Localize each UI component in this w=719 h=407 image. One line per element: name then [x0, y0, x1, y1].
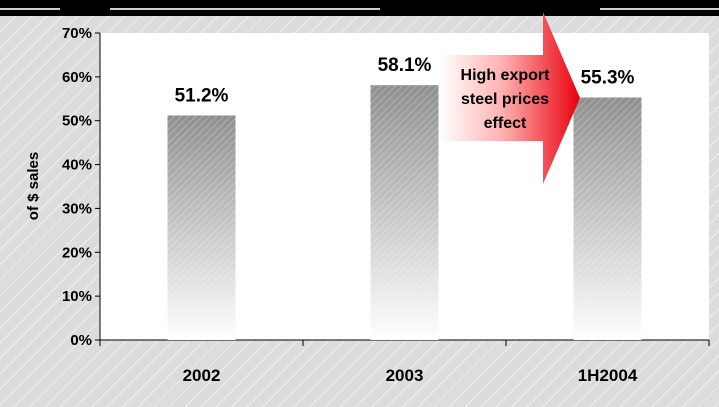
bar-texture: [167, 115, 236, 340]
y-tick-label: 30%: [62, 200, 92, 217]
x-category-label: 2003: [386, 366, 424, 385]
bars: 51.2% 2002 58.1% 2003 55.3% 1H2004: [167, 55, 642, 385]
annotation-line-2: steel prices: [461, 91, 549, 108]
y-tick-label: 50%: [62, 113, 92, 130]
y-tick-label: 0%: [70, 332, 92, 349]
bar-value-label: 55.3%: [581, 67, 635, 88]
annotation-line-3: effect: [484, 115, 527, 132]
bar-value-label: 51.2%: [175, 85, 229, 106]
y-tick-label: 60%: [62, 69, 92, 86]
annotation-line-1: High export: [461, 67, 551, 84]
annotation-arrow: High export steel prices effect: [440, 12, 580, 184]
x-category-label: 2002: [183, 366, 221, 385]
y-tick-label: 70%: [62, 25, 92, 42]
y-tick-label: 20%: [62, 244, 92, 261]
red-arrow-shape: [440, 12, 580, 184]
bar-value-label: 58.1%: [378, 55, 432, 76]
bar-texture: [370, 85, 439, 340]
x-category-label: 1H2004: [578, 366, 638, 385]
y-tick-label: 40%: [62, 157, 92, 174]
top-bar: [0, 0, 719, 16]
y-tick-label: 10%: [62, 288, 92, 305]
bar-texture: [573, 97, 642, 340]
y-axis-label: of $ sales: [25, 152, 42, 220]
axes: 0% 10% 20% 30% 40% 50% 60% 70%: [62, 25, 710, 349]
